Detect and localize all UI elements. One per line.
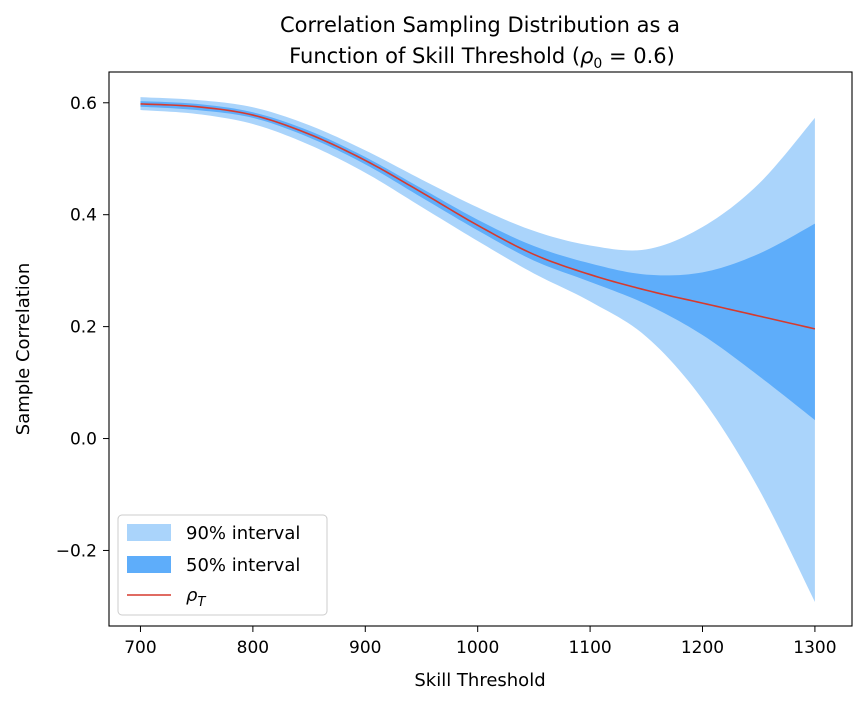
legend-swatch-50 xyxy=(127,556,171,573)
x-tick-label: 800 xyxy=(237,638,269,658)
y-tick-label: 0.2 xyxy=(70,318,97,338)
legend-label-rho-t: ρT xyxy=(186,585,206,610)
x-axis-label: Skill Threshold xyxy=(414,670,545,691)
x-tick-label: 1300 xyxy=(793,638,836,658)
axes-frame xyxy=(108,71,853,627)
y-tick-label: 0.6 xyxy=(70,94,97,114)
chart-title-line-1: Correlation Sampling Distribution as a xyxy=(280,13,680,37)
legend-rho: ρ xyxy=(186,585,198,606)
y-tick-label: 0.0 xyxy=(70,430,97,450)
legend-rho-subscript: T xyxy=(197,595,206,610)
chart-title-value: = 0.6) xyxy=(602,44,675,68)
x-axis-ticks: 700 800 900 1000 1100 1200 1300 xyxy=(124,626,837,658)
x-tick-label: 900 xyxy=(349,638,381,658)
legend-swatch-90 xyxy=(127,524,171,541)
y-axis-label: Sample Correlation xyxy=(13,263,34,435)
y-tick-label: 0.4 xyxy=(70,206,97,226)
legend-label-50: 50% interval xyxy=(186,555,300,576)
chart-title-rho-subscript: 0 xyxy=(593,56,602,72)
y-axis-ticks: −0.2 0.0 0.2 0.4 0.6 xyxy=(56,94,109,561)
plot-area xyxy=(140,97,816,602)
chart-title-rho: ρ xyxy=(580,44,594,68)
chart-title-line-2: Function of Skill Threshold (ρ0 = 0.6) xyxy=(289,44,675,72)
chart-title-line-2-text: Function of Skill Threshold ( xyxy=(289,44,580,68)
x-tick-label: 1100 xyxy=(568,638,611,658)
y-tick-label: −0.2 xyxy=(56,541,97,561)
x-tick-label: 1200 xyxy=(681,638,724,658)
ninety-percent-interval-band xyxy=(140,97,815,602)
x-tick-label: 1000 xyxy=(456,638,499,658)
x-tick-label: 700 xyxy=(124,638,156,658)
legend: 90% interval 50% interval ρT xyxy=(117,514,328,616)
rho-t-line xyxy=(140,103,816,330)
legend-label-90: 90% interval xyxy=(186,523,300,544)
